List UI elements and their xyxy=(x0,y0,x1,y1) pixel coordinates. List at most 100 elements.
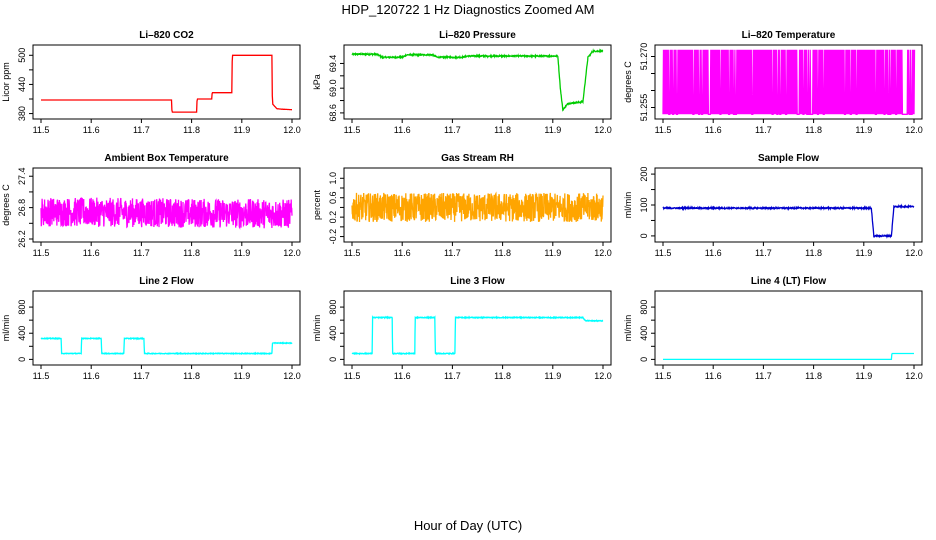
x-tick-label: 11.5 xyxy=(655,248,672,258)
y-axis-label: degrees C xyxy=(623,61,633,103)
plot-frame xyxy=(32,44,301,120)
series-line xyxy=(663,352,914,361)
y-tick-label: 26.8 xyxy=(17,199,27,217)
x-tick-label: 11.6 xyxy=(83,125,100,135)
plot-frame xyxy=(654,44,923,120)
x-tick-label: 11.8 xyxy=(494,371,511,381)
y-tick-label: 27.4 xyxy=(17,167,27,185)
series-line xyxy=(351,48,604,112)
plot-frame xyxy=(343,167,612,243)
y-tick-label: 1.0 xyxy=(328,172,338,185)
x-tick-label: 11.6 xyxy=(83,248,100,258)
panel-4: Ambient Box Temperature degrees C 11.5 11.6… xyxy=(1,153,301,258)
x-tick-label: 11.7 xyxy=(444,371,461,381)
x-tick-label: 11.8 xyxy=(805,248,822,258)
panel-title: Li–820 Pressure xyxy=(439,30,516,41)
x-tick-label: 12.0 xyxy=(905,371,923,381)
x-tick-label: 11.9 xyxy=(544,371,561,381)
y-axis-label: percent xyxy=(312,189,322,220)
y-tick-label: 0.6 xyxy=(328,191,338,204)
y-tick-label: 440 xyxy=(17,77,27,92)
x-tick-label: 11.5 xyxy=(33,248,50,258)
x-tick-label: 11.6 xyxy=(83,371,100,381)
figure-title: HDP_120722 1 Hz Diagnostics Zoomed AM xyxy=(341,2,595,17)
x-tick-label: 12.0 xyxy=(283,248,301,258)
x-tick-label: 11.5 xyxy=(655,371,672,381)
x-tick-label: 11.8 xyxy=(805,125,822,135)
y-tick-label: 200 xyxy=(639,167,649,182)
y-axis-label: kPa xyxy=(312,74,322,90)
series-line xyxy=(40,197,293,230)
y-axis-label: Licor ppm xyxy=(1,62,11,102)
y-tick-label: 26.2 xyxy=(17,230,27,248)
panel-title: Gas Stream RH xyxy=(441,153,514,164)
x-tick-label: 11.7 xyxy=(133,125,150,135)
x-tick-label: 11.7 xyxy=(755,371,772,381)
plot-frame xyxy=(32,167,301,243)
plot-frame xyxy=(343,44,612,120)
panel-5: Gas Stream RH percent 11.5 11.6 11.7 11.8 11.9… xyxy=(312,153,612,258)
y-tick-label: 500 xyxy=(17,48,27,63)
panel-title: Ambient Box Temperature xyxy=(104,153,229,164)
y-axis-label: ml/min xyxy=(623,315,633,342)
x-tick-label: 11.5 xyxy=(33,371,50,381)
y-tick-label: 400 xyxy=(639,326,649,341)
panel-1: Li–820 CO2 Licor ppm 11.5 11.6 11.7 11.8 11.9 1… xyxy=(1,30,301,135)
panel-2: Li–820 Pressure kPa 11.5 11.6 11.7 11.8 11.9 12… xyxy=(312,30,612,135)
x-tick-label: 11.6 xyxy=(394,371,411,381)
x-tick-label: 11.5 xyxy=(655,125,672,135)
x-tick-label: 11.9 xyxy=(544,248,561,258)
plot-frame xyxy=(32,290,301,366)
x-tick-label: 11.7 xyxy=(755,125,772,135)
x-tick-label: 11.7 xyxy=(444,125,461,135)
y-tick-label: 0 xyxy=(639,233,649,238)
y-axis-label: ml/min xyxy=(312,315,322,342)
panel-title: Li–820 Temperature xyxy=(742,30,836,41)
y-tick-label: 400 xyxy=(328,326,338,341)
x-tick-label: 11.5 xyxy=(344,248,361,258)
y-tick-label: 800 xyxy=(17,300,27,315)
x-tick-label: 12.0 xyxy=(283,125,301,135)
x-tick-label: 11.5 xyxy=(344,371,361,381)
x-tick-label: 11.9 xyxy=(233,248,250,258)
panel-title: Li–820 CO2 xyxy=(139,30,194,41)
x-tick-label: 11.9 xyxy=(855,125,872,135)
y-axis-label: degrees C xyxy=(1,184,11,226)
x-tick-label: 11.7 xyxy=(444,248,461,258)
x-tick-label: 11.9 xyxy=(544,125,561,135)
plot-frame xyxy=(654,290,923,366)
y-tick-label: 100 xyxy=(639,197,649,212)
panel-6: Sample Flow ml/min 11.5 11.6 11.7 11.8 11.9 12.… xyxy=(623,153,923,258)
y-tick-label: 0 xyxy=(639,357,649,362)
x-tick-label: 11.6 xyxy=(705,248,722,258)
x-tick-label: 11.5 xyxy=(344,125,361,135)
y-tick-label: 400 xyxy=(17,326,27,341)
x-tick-label: 11.8 xyxy=(183,371,200,381)
x-tick-label: 12.0 xyxy=(283,371,301,381)
x-tick-label: 11.6 xyxy=(394,248,411,258)
panel-title: Line 3 Flow xyxy=(450,276,505,287)
y-axis-label: ml/min xyxy=(623,192,633,219)
x-tick-label: 12.0 xyxy=(594,248,612,258)
y-axis-label: ml/min xyxy=(1,315,11,342)
x-tick-label: 11.9 xyxy=(855,248,872,258)
x-tick-label: 12.0 xyxy=(905,248,923,258)
x-tick-label: 11.6 xyxy=(705,371,722,381)
panel-7: Line 2 Flow ml/min 11.5 11.6 11.7 11.8 11.9 12.… xyxy=(1,276,301,381)
x-tick-label: 11.8 xyxy=(494,248,511,258)
y-tick-label: 0.2 xyxy=(328,211,338,224)
panel-title: Line 2 Flow xyxy=(139,276,194,287)
x-tick-label: 11.9 xyxy=(233,371,250,381)
x-tick-label: 11.7 xyxy=(133,371,150,381)
y-tick-label: -0.2 xyxy=(328,229,338,245)
panel-9: Line 4 (LT) Flow ml/min 11.5 11.6 11.7 11.8 11… xyxy=(623,276,923,381)
x-tick-label: 12.0 xyxy=(594,125,612,135)
x-tick-label: 11.8 xyxy=(183,248,200,258)
y-tick-label: 51.270 xyxy=(639,43,649,71)
x-tick-label: 11.5 xyxy=(33,125,50,135)
x-tick-label: 12.0 xyxy=(905,125,923,135)
x-tick-label: 11.9 xyxy=(233,125,250,135)
x-tick-label: 11.7 xyxy=(755,248,772,258)
y-tick-label: 380 xyxy=(17,106,27,121)
y-tick-label: 51.255 xyxy=(639,94,649,122)
